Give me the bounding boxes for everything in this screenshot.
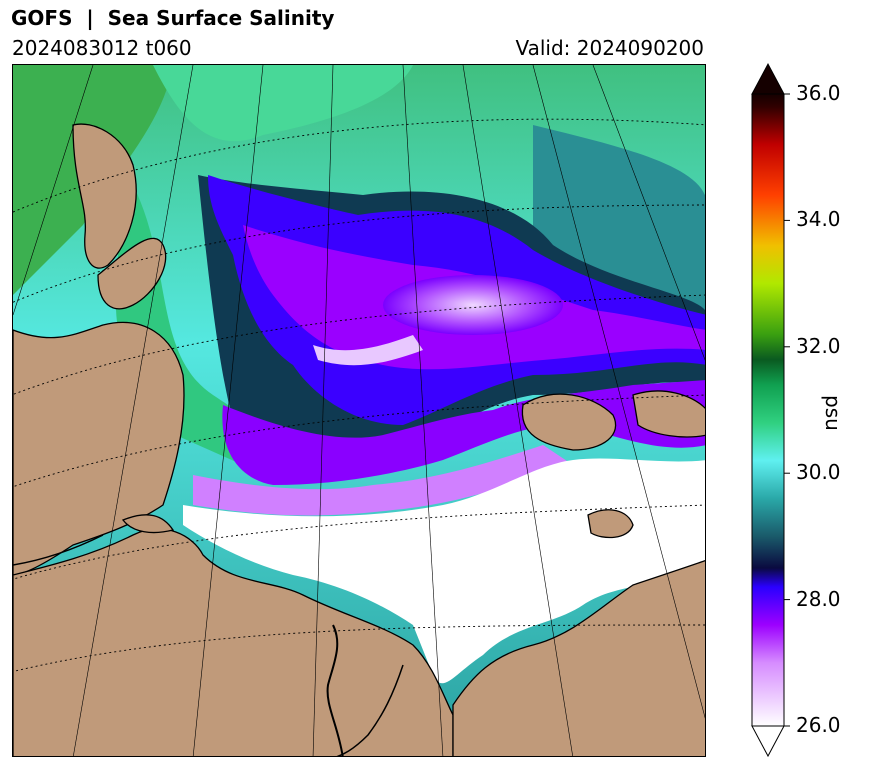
colorbar-tick-label: 34.0: [796, 207, 841, 232]
colorbar-extend-min: [751, 725, 785, 758]
colorbar-tick-label: 36.0: [796, 81, 841, 105]
meridian-8: [592, 65, 705, 361]
land-taymyr: [13, 321, 185, 576]
colorbar-tick-label: 28.0: [796, 586, 841, 611]
meridian-4: [312, 65, 334, 756]
graticule-lat-6: [13, 624, 705, 673]
colorbar-scale: [751, 93, 785, 727]
ice-covered-region: [183, 458, 705, 684]
colorbar-extend-max: [751, 62, 785, 95]
meridian-5: [402, 65, 444, 756]
colorbar: [751, 62, 790, 758]
run-label: 2024083012 t060: [12, 36, 192, 60]
salinity-map: [12, 64, 706, 757]
land-island-small: [587, 509, 634, 539]
colorbar-tick-label: 26.0: [796, 713, 841, 737]
colorbar-ticks: [784, 93, 790, 727]
graticule-lat-4: [13, 394, 705, 488]
map-canvas: [13, 65, 705, 756]
colorbar-tick-label: 30.0: [796, 460, 841, 485]
graticule-lat-1: [13, 118, 705, 213]
meridians: [13, 65, 705, 756]
valid-label: Valid: 2024090200: [515, 36, 704, 60]
meridian-7: [532, 65, 705, 719]
colorbar-tick-label: 32.0: [796, 333, 841, 358]
land-de-long-islands: [632, 390, 705, 438]
meridian-3: [192, 65, 264, 756]
plot-title: GOFS | Sea Surface Salinity: [11, 6, 335, 30]
river-runoff-region: [193, 445, 573, 516]
land-delta-island: [121, 514, 175, 534]
land-siberia-west: [13, 528, 454, 756]
land-new-siberian-islands: [521, 393, 617, 451]
fresh-water-core: [383, 275, 563, 335]
river-lena: [326, 624, 344, 756]
fresh-water-filament: [313, 335, 423, 366]
shelf-region-teal: [153, 65, 413, 142]
land-severnaya-zemlya-south: [97, 237, 167, 310]
graticule: [13, 118, 705, 673]
meridian-1: [13, 65, 94, 316]
colorbar-unit-label: psu: [821, 395, 845, 431]
land-siberia-east: [452, 560, 705, 756]
graticule-lat-5: [13, 504, 705, 580]
meridian-6: [462, 65, 573, 756]
graticule-lat-3: [13, 294, 705, 396]
land-severnaya-zemlya-north: [72, 123, 137, 269]
meridian-2: [73, 65, 194, 756]
river-khatanga: [13, 534, 104, 566]
river-tributary: [336, 664, 404, 756]
